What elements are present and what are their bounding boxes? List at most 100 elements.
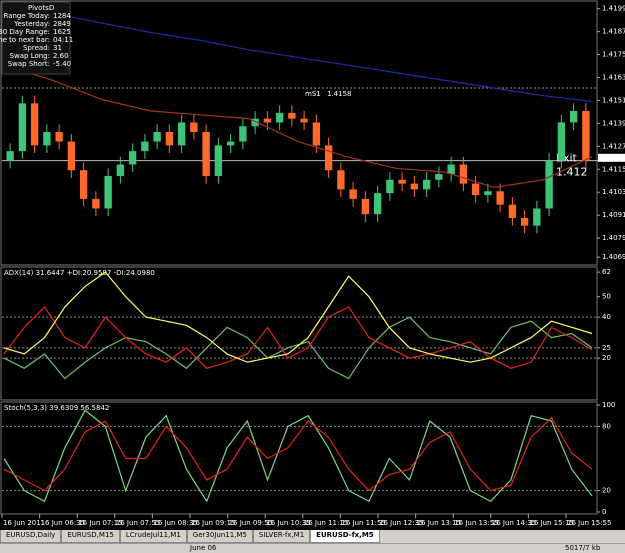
x-tick-label: 16 Jun 13:55	[454, 519, 498, 527]
y-tick-label: 1.41155	[602, 165, 625, 173]
candle-body	[128, 151, 137, 165]
main-frame	[0, 0, 598, 266]
adx-header: ADX(14) 31.6447 +DI:20.9597 -DI:24.0980	[4, 269, 155, 277]
adx-frame	[0, 266, 598, 401]
indicator-line	[3, 64, 593, 189]
y-tick-label: 40	[602, 313, 611, 321]
candle-body	[337, 170, 345, 190]
y-tick-label: 100	[602, 401, 615, 409]
candle-body	[508, 204, 517, 219]
candle-body	[288, 112, 296, 119]
candle-body	[116, 164, 125, 176]
candle-body	[79, 170, 88, 199]
candle-body	[251, 118, 259, 127]
info-value: 04:11	[53, 36, 73, 44]
candle-body	[67, 141, 76, 171]
info-key: Swap Long:	[10, 52, 50, 60]
info-box	[1, 1, 71, 75]
terminal-chart: ADX(14) 31.6447 +DI:20.9597 -DI:24.0980 …	[0, 0, 625, 530]
candle-body	[275, 112, 284, 123]
candle-body	[398, 179, 406, 184]
x-tick-label: 16 Jun 08:35	[153, 519, 197, 527]
info-value: 2.60	[53, 52, 69, 60]
x-tick-label: 16 Jun 13:15	[417, 519, 461, 527]
indicator-line	[3, 416, 593, 492]
candle-body	[582, 110, 590, 161]
candle-body	[373, 193, 382, 215]
candle-body	[349, 189, 357, 199]
chart-tab[interactable]: SILVER-fx,M1	[252, 530, 311, 543]
chart-tab[interactable]: Ger30Jun11,M5	[186, 530, 253, 543]
candle-body	[545, 160, 553, 209]
status-traffic: 5017/7 kb	[565, 544, 601, 552]
x-tick-label: 16 Jun 09:55	[229, 519, 273, 527]
candle-body	[324, 145, 333, 171]
candle-body	[471, 183, 480, 196]
candle-body	[300, 118, 308, 123]
y-tick-label: 1.41995	[602, 5, 625, 13]
current-price-label: 1.41215	[599, 154, 625, 162]
y-tick-label: 1.41635	[602, 74, 625, 82]
x-tick-label: 16 Jun 11:15	[304, 519, 348, 527]
candle-body	[104, 175, 112, 209]
y-tick-label: 0	[602, 508, 606, 516]
y-tick-label: 1.41035	[602, 188, 625, 196]
candle-body	[165, 132, 174, 146]
candle-body	[447, 164, 455, 175]
info-key: Time to next bar:	[0, 36, 50, 44]
y-tick-label: 62	[602, 268, 611, 276]
candle-body	[239, 126, 247, 142]
candle-body	[410, 183, 419, 190]
info-key: Yesterday:	[13, 20, 50, 28]
info-value: 1284	[53, 12, 71, 20]
indicator-line	[3, 5, 593, 103]
candle-body	[202, 132, 210, 176]
ms1-value: 1.4158	[327, 90, 352, 98]
candle-body	[18, 103, 27, 152]
x-tick-label: 16 Jun 15:15	[529, 519, 573, 527]
x-tick-label: 16 Jun 07:15	[78, 519, 122, 527]
ms1-label: mS1	[305, 90, 321, 98]
info-value: 31	[53, 44, 62, 52]
exit-value: 1.412	[556, 166, 588, 179]
candle-body	[312, 122, 321, 146]
candle-body	[30, 103, 39, 146]
candle-body	[533, 208, 541, 226]
candle-body	[214, 145, 223, 176]
chart-tab[interactable]: LCrudeJul11,M1	[119, 530, 187, 543]
info-value: -5.40	[53, 60, 71, 68]
candle-body	[484, 191, 492, 196]
y-tick-label: 1.41755	[602, 51, 625, 59]
candle-body	[141, 141, 149, 152]
stoch-frame	[0, 401, 598, 515]
y-tick-label: 80	[602, 422, 611, 430]
y-tick-label: 1.40915	[602, 211, 625, 219]
stoch-header: Stoch(5,3,3) 39.6309 56.5842	[4, 404, 109, 412]
candle-body	[361, 198, 370, 215]
x-tick-label: 16 Jun 06:35	[41, 519, 85, 527]
info-key: Range Today:	[3, 12, 50, 20]
candle-body	[422, 179, 431, 190]
x-tick-label: 16 Jun 07:55	[116, 519, 160, 527]
chart-tab[interactable]: EURUSD-fx,M5	[310, 530, 380, 543]
x-tick-label: 16 Jun 10:35	[266, 519, 310, 527]
y-tick-label: 20	[602, 487, 611, 495]
indicator-line	[3, 271, 593, 363]
y-tick-label: 25	[602, 344, 611, 352]
candle-body	[459, 164, 468, 184]
info-value: 1625	[53, 28, 71, 36]
candle-body	[6, 151, 14, 161]
chart-tab[interactable]: EURUSD,Daily	[0, 530, 62, 543]
chart-tab[interactable]: EURUSD,M15	[61, 530, 120, 543]
status-date: June 06	[190, 544, 217, 552]
tab-bar: EURUSD,Daily EURUSD,M15 LCrudeJul11,M1 Ger3…	[0, 530, 625, 543]
info-key: Swap Short:	[8, 60, 50, 68]
y-tick-label: 1.40695	[602, 253, 625, 261]
indicator-line	[3, 316, 593, 380]
candle-body	[226, 141, 235, 146]
candle-body	[496, 191, 504, 205]
x-tick-label: 16 Jun 12:35	[379, 519, 423, 527]
candle-body	[153, 132, 161, 142]
x-tick-label: 16 Jun 14:35	[492, 519, 536, 527]
info-key: Spread:	[23, 44, 50, 52]
